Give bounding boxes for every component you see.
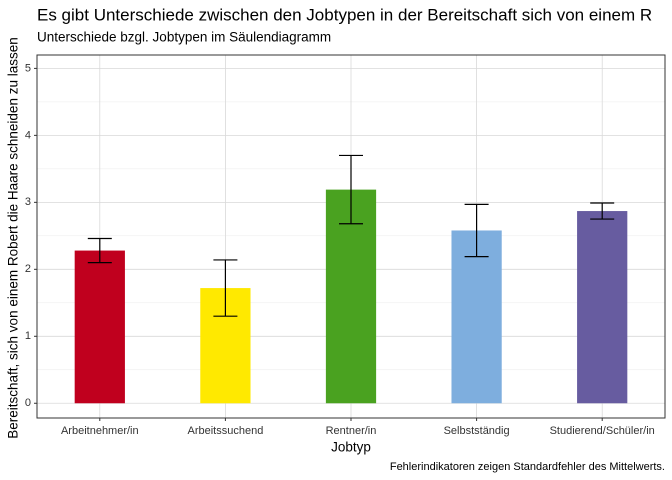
y-tick-label: 0 xyxy=(25,397,31,409)
bar xyxy=(74,250,125,404)
panel-border xyxy=(36,54,666,419)
error-bar xyxy=(464,203,489,258)
error-bar xyxy=(590,202,615,220)
y-tick-label: 2 xyxy=(25,263,31,275)
x-axis-label: Jobtyp xyxy=(331,440,371,455)
chart-subtitle: Unterschiede bzgl. Jobtypen im Säulendia… xyxy=(37,30,331,45)
bar xyxy=(451,230,502,404)
y-tick-label: 4 xyxy=(25,129,31,141)
error-bar xyxy=(213,259,238,317)
chart-title: Es gibt Unterschiede zwischen den Jobtyp… xyxy=(37,5,652,24)
bar xyxy=(325,189,377,404)
caption: Fehlerindikatoren zeigen Standardfehler … xyxy=(390,461,665,473)
x-tick-label: Studierend/Schüler/in xyxy=(550,425,655,437)
error-bar xyxy=(339,154,363,225)
x-tick-label: Selbstständig xyxy=(444,425,510,437)
x-tick-label: Arbeitnehmer/in xyxy=(61,425,139,437)
bar xyxy=(577,211,628,404)
error-bar xyxy=(87,237,112,264)
y-tick-label: 3 xyxy=(25,196,31,208)
x-tick-label: Rentner/in xyxy=(326,425,377,437)
y-tick-label: 1 xyxy=(25,330,31,342)
x-tick-label: Arbeitssuchend xyxy=(187,425,263,437)
y-tick-label: 5 xyxy=(25,62,31,74)
y-axis-label: Bereitschaft, sich von einem Robert die … xyxy=(6,37,21,438)
